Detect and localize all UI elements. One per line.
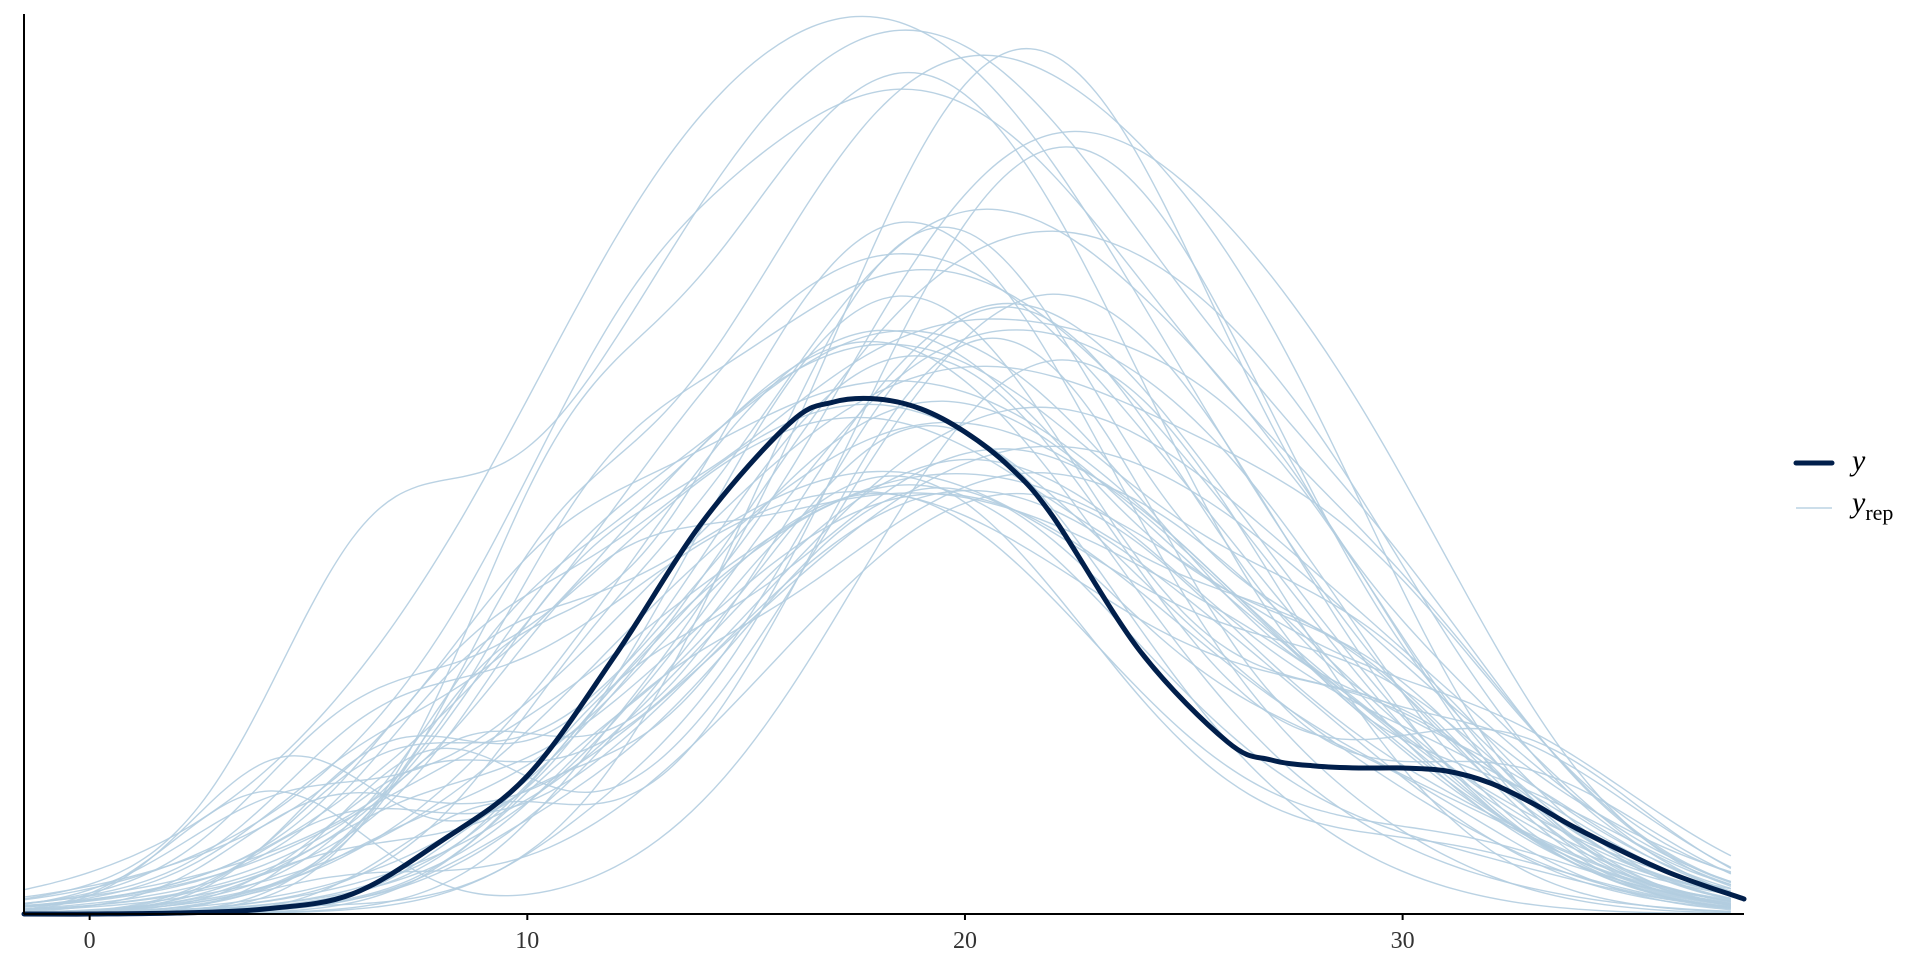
yrep-density-line bbox=[23, 15, 1732, 895]
legend-y-label: y bbox=[1849, 444, 1866, 477]
yrep-density-line bbox=[23, 445, 1732, 913]
yrep-density-line bbox=[23, 29, 1732, 900]
yrep-density-line bbox=[23, 492, 1732, 915]
yrep-density-line bbox=[23, 71, 1732, 914]
yrep-density-line bbox=[23, 380, 1732, 898]
x-tick-label: 0 bbox=[84, 928, 96, 954]
yrep-density-line bbox=[23, 490, 1732, 905]
yrep-density-line bbox=[23, 359, 1731, 913]
yrep-density-line bbox=[23, 295, 1732, 912]
yrep-density-line bbox=[23, 489, 1731, 914]
yrep-density-line bbox=[23, 88, 1732, 901]
yrep-density-line bbox=[23, 253, 1731, 908]
yrep-density-line bbox=[23, 458, 1732, 914]
yrep-density-line bbox=[23, 329, 1732, 911]
yrep-density-line bbox=[23, 343, 1732, 907]
yrep-density-line bbox=[23, 484, 1731, 915]
yrep-density-line bbox=[23, 293, 1731, 915]
yrep-density-line bbox=[23, 318, 1732, 911]
yrep-density-line bbox=[23, 470, 1732, 908]
legend: y yrep bbox=[1793, 444, 1893, 525]
yrep-density-line bbox=[23, 230, 1732, 914]
y-density-line bbox=[21, 395, 1747, 917]
legend-yrep-label: yrep bbox=[1849, 486, 1893, 525]
yrep-density-line bbox=[23, 406, 1732, 914]
x-tick-label: 30 bbox=[1391, 928, 1415, 954]
yrep-density-line bbox=[23, 448, 1731, 915]
y-density-line-group bbox=[21, 395, 1747, 917]
yrep-density-lines bbox=[23, 15, 1732, 915]
yrep-density-line bbox=[23, 472, 1732, 907]
yrep-density-line bbox=[23, 47, 1732, 915]
yrep-density-line bbox=[23, 425, 1731, 915]
x-axis-ticks: 0 10 20 30 bbox=[84, 914, 1415, 954]
yrep-density-line bbox=[23, 268, 1731, 910]
yrep-density-line bbox=[23, 487, 1731, 915]
yrep-density-line bbox=[23, 365, 1732, 905]
x-tick-label: 10 bbox=[515, 928, 539, 954]
yrep-density-line bbox=[23, 54, 1732, 914]
yrep-density-line bbox=[23, 472, 1732, 915]
yrep-density-line bbox=[23, 492, 1732, 915]
yrep-density-line bbox=[24, 302, 1731, 915]
yrep-density-line bbox=[23, 221, 1731, 915]
yrep-density-line bbox=[23, 337, 1732, 915]
yrep-density-line bbox=[23, 416, 1732, 905]
yrep-density-line bbox=[23, 329, 1732, 914]
yrep-density-line bbox=[23, 340, 1731, 913]
x-tick-label: 20 bbox=[953, 928, 977, 954]
yrep-density-line bbox=[23, 492, 1732, 904]
yrep-density-line bbox=[23, 329, 1731, 915]
yrep-density-line bbox=[23, 400, 1731, 914]
